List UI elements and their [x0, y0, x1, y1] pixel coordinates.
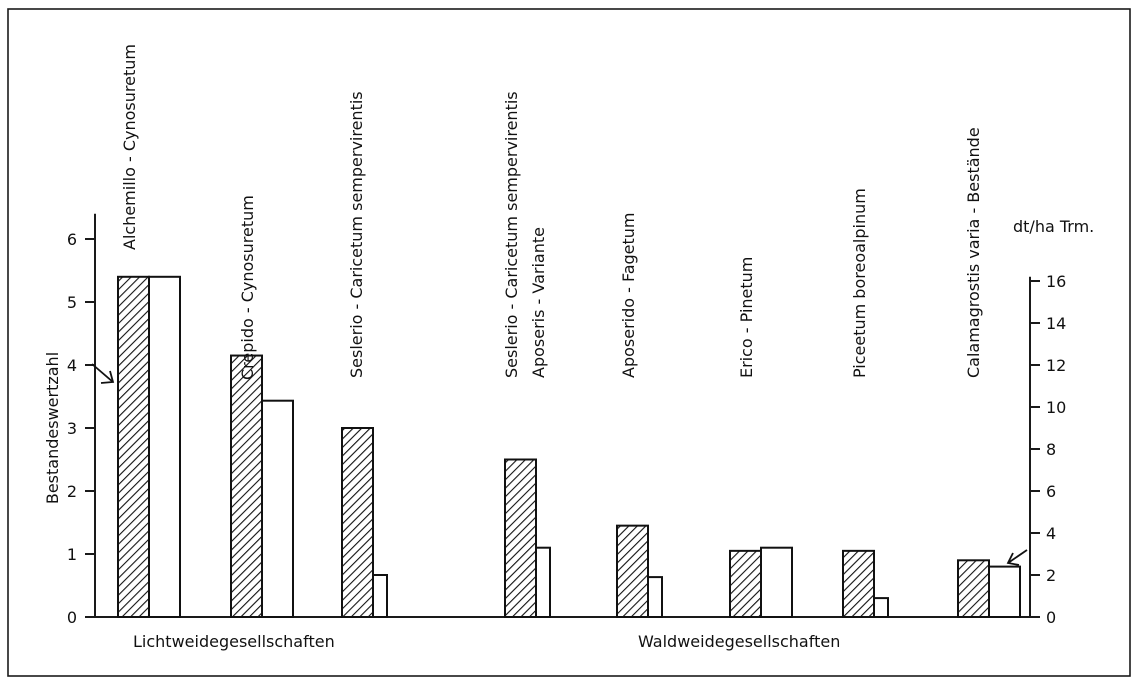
bar-bestandeswertzahl — [230, 354, 263, 618]
bar-bestandeswertzahl — [729, 549, 762, 618]
left-axis-tick-label: 3 — [67, 419, 77, 438]
right-axis-tick-label: 2 — [1046, 566, 1056, 585]
right-axis-tick-label: 14 — [1046, 314, 1066, 333]
right-axis-tick-label: 12 — [1046, 356, 1066, 375]
bar-bestandeswertzahl — [117, 275, 150, 618]
bar-dt-ha-trm — [647, 576, 663, 618]
category-label: Piceetum boreoalpinum — [850, 188, 869, 378]
arrow-shaft — [91, 363, 114, 383]
right-axis-tick-label: 0 — [1046, 608, 1056, 627]
bar-bestandeswertzahl — [616, 524, 649, 619]
annotations — [91, 363, 1028, 566]
category-label: Aposerido - Fagetum — [619, 212, 638, 378]
category-label: Crepido - Cynosuretum — [238, 195, 257, 380]
bar-dt-ha-trm — [372, 574, 388, 618]
bar-dt-ha-trm — [261, 399, 294, 619]
bar-dt-ha-trm — [873, 597, 889, 618]
right-axis-title: dt/ha Trm. — [1013, 217, 1094, 236]
arrow-left-annotation — [91, 363, 115, 384]
axes: 0123456Bestandeswertzahl0246810121416dt/… — [43, 213, 1094, 627]
right-axis-tick-label: 8 — [1046, 440, 1056, 459]
left-axis-tick-label: 1 — [67, 545, 77, 564]
category-label: Alchemillo - Cynosuretum — [120, 44, 139, 250]
left-axis-tick-label: 4 — [67, 356, 77, 375]
right-axis-tick-label: 10 — [1046, 398, 1066, 417]
category-label: Calamagrostis varia - Bestände — [964, 127, 983, 378]
bar-bestandeswertzahl — [341, 427, 374, 618]
left-axis-title: Bestandeswertzahl — [43, 352, 62, 504]
right-axis-tick-label: 4 — [1046, 524, 1056, 543]
left-axis-tick-label: 0 — [67, 608, 77, 627]
right-axis-tick-label: 6 — [1046, 482, 1056, 501]
group-label-lichtweide: Lichtweidegesellschaften — [133, 632, 335, 651]
right-axis-tick-label: 16 — [1046, 272, 1066, 291]
bar-dt-ha-trm — [535, 546, 551, 619]
arrow-shaft — [1007, 549, 1028, 564]
left-axis-tick-label: 6 — [67, 230, 77, 249]
bar-bestandeswertzahl — [957, 559, 990, 618]
arrow-right-annotation — [1006, 549, 1028, 566]
chart-frame — [7, 8, 1131, 677]
arrow-head — [1006, 552, 1020, 566]
bar-dt-ha-trm — [760, 546, 793, 619]
category-labels: Alchemillo - Cynosuretum Crepido - Cynosu… — [120, 44, 983, 651]
category-label: Erico - Pinetum — [737, 257, 756, 378]
group-label-waldweide: Waldweidegesellschaften — [638, 632, 840, 651]
left-axis-tick-label: 2 — [67, 482, 77, 501]
left-axis-tick-label: 5 — [67, 293, 77, 312]
arrow-head — [100, 370, 115, 384]
bar-bestandeswertzahl — [504, 458, 537, 618]
bar-dt-ha-trm — [988, 565, 1021, 618]
bar-bestandeswertzahl — [842, 549, 875, 618]
category-label: Aposeris - Variante — [529, 227, 548, 378]
category-label: Seslerio - Caricetum sempervirentis — [347, 91, 366, 378]
category-label: Seslerio - Caricetum sempervirentis — [502, 91, 521, 378]
bars — [117, 275, 1021, 619]
bar-dt-ha-trm — [148, 275, 181, 618]
